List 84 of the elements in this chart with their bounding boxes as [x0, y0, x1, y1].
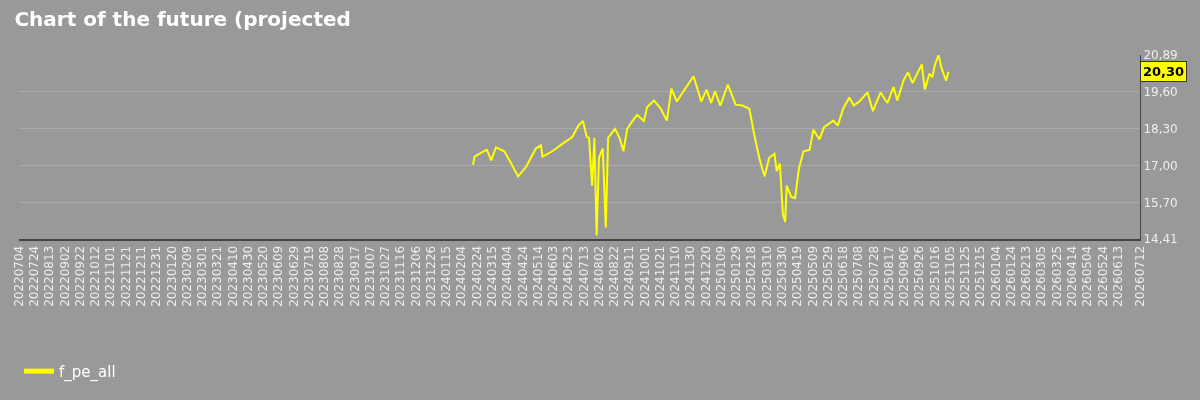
x-tick-label: 20241001	[637, 245, 652, 307]
x-tick-label: 20221101	[103, 245, 118, 307]
y-tick-label: 15,70	[1143, 195, 1178, 210]
y-tick-label: 14,41	[1143, 232, 1178, 247]
x-tick-label: 20240404	[500, 245, 515, 307]
x-tick-label: 20231007	[362, 245, 377, 307]
x-tick-label: 20250330	[775, 245, 789, 307]
x-tick-label: 20240514	[530, 245, 545, 307]
x-tick-label: 20251016	[927, 245, 942, 307]
x-tick-label: 20230609	[271, 245, 286, 307]
x-tick-label: 20221211	[134, 245, 148, 307]
x-tick-label: 20260124	[1003, 245, 1018, 307]
x-tick-label: 20221121	[118, 245, 133, 307]
x-tick-label: 20260305	[1034, 245, 1049, 307]
x-tick-label: 20240713	[576, 245, 591, 307]
x-tick-label: 20260414	[1064, 245, 1079, 307]
x-tick-label: 20220724	[27, 245, 42, 307]
x-tick-label: 20241130	[683, 245, 698, 307]
x-tick-label: 20230301	[195, 245, 210, 307]
x-tick-label: 20230808	[317, 245, 332, 307]
y-tick-label: 20,89	[1143, 48, 1178, 63]
x-tick-label: 20250129	[729, 245, 744, 307]
x-tick-label: 20260712	[1132, 245, 1147, 307]
x-tick-label: 20220922	[72, 245, 87, 307]
x-tick-label: 20221231	[149, 245, 164, 307]
x-tick-label: 20231116	[393, 245, 408, 307]
x-tick-label: 20260325	[1049, 245, 1064, 307]
x-tick-label: 20221012	[88, 245, 103, 307]
x-tick-label: 20240603	[546, 245, 561, 307]
x-tick-label: 20251215	[973, 245, 988, 307]
x-tick-label: 20230430	[240, 245, 255, 307]
x-tick-label: 20241021	[652, 245, 667, 307]
x-tick-label: 20230520	[256, 245, 271, 307]
x-tick-label: 20250817	[881, 245, 896, 307]
text: 20,30	[1143, 64, 1185, 79]
x-tick-label: 20260213	[1019, 245, 1034, 307]
x-tick-label: 20250906	[897, 245, 912, 307]
x-tick-label: 20250310	[759, 245, 774, 307]
x-tick-label: 20250109	[713, 245, 728, 307]
x-tick-label: 20260104	[988, 245, 1003, 307]
x-tick-label: 20250926	[912, 245, 927, 307]
x-tick-label: 20220813	[42, 245, 57, 307]
x-tick-label: 20240315	[485, 245, 500, 307]
x-tick-label: 20250728	[866, 245, 881, 307]
x-tick-label: 20240822	[607, 245, 622, 307]
x-tick-label: 20231206	[408, 245, 423, 307]
x-tick-label: 20230828	[332, 245, 347, 307]
y-tick-label: 17,00	[1143, 158, 1178, 173]
x-tick-label: 20220704	[11, 245, 26, 307]
line-series	[472, 55, 950, 237]
x-tick-label: 20231226	[423, 245, 438, 307]
x-tick-label: 20231027	[378, 245, 393, 307]
x-tick-label: 20230120	[164, 245, 179, 307]
x-tick-label: 20250218	[744, 245, 759, 307]
x-tick-label: 20251125	[958, 245, 973, 307]
x-tick-label: 20260504	[1080, 245, 1095, 307]
x-tick-label: 20260524	[1095, 245, 1110, 307]
x-tick-label: 20241110	[668, 245, 683, 307]
x-tick-label: 20230629	[286, 245, 301, 307]
x-tick-label: 20250618	[836, 245, 851, 307]
x-tick-label: 20250708	[851, 245, 866, 307]
x-tick-label: 20240802	[591, 245, 606, 307]
x-tick-label: 20240623	[561, 245, 576, 307]
x-tick-label: 20240911	[622, 245, 637, 307]
x-tick-label: 20250509	[805, 245, 820, 307]
x-tick-label: 20230209	[179, 245, 194, 307]
x-tick-label: 20240204	[454, 245, 469, 307]
x-tick-label: 20220902	[57, 245, 72, 307]
y-tick-label: 18,30	[1143, 121, 1178, 136]
x-tick-label: 20230917	[347, 245, 362, 307]
x-tick-label: 20250419	[790, 245, 805, 307]
chart-title: Chart of the future (projected	[14, 7, 351, 31]
x-tick-label: 20240224	[469, 245, 484, 307]
x-tick-label: 20241220	[698, 245, 713, 307]
x-tick-label: 20230410	[225, 245, 240, 307]
x-tick-label: 20230719	[301, 245, 316, 307]
x-tick-label: 20251105	[942, 245, 957, 307]
y-tick-label: 19,60	[1143, 84, 1178, 99]
x-tick-label: 20250529	[820, 245, 835, 307]
x-tick-label: 20260613	[1110, 245, 1125, 307]
x-tick-label: 20230321	[210, 245, 225, 307]
legend-label: f_pe_all	[59, 363, 116, 383]
x-tick-label: 20240115	[439, 245, 454, 307]
x-tick-label: 20240424	[515, 245, 530, 307]
